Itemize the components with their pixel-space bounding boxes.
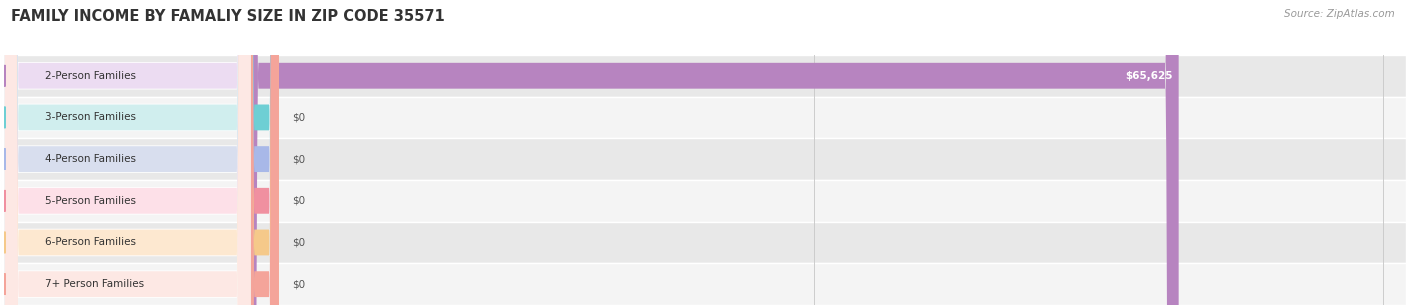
FancyBboxPatch shape	[4, 0, 250, 305]
FancyBboxPatch shape	[1, 0, 250, 305]
Text: $65,625: $65,625	[1125, 71, 1173, 81]
FancyBboxPatch shape	[4, 0, 250, 305]
FancyBboxPatch shape	[1, 0, 250, 305]
FancyBboxPatch shape	[1, 0, 250, 305]
Text: 4-Person Families: 4-Person Families	[45, 154, 136, 164]
FancyBboxPatch shape	[245, 0, 278, 305]
FancyBboxPatch shape	[0, 138, 1406, 180]
FancyBboxPatch shape	[0, 55, 1406, 97]
FancyBboxPatch shape	[245, 0, 1178, 305]
FancyBboxPatch shape	[4, 0, 250, 305]
FancyBboxPatch shape	[4, 0, 250, 305]
Text: $0: $0	[292, 113, 305, 122]
Text: 6-Person Families: 6-Person Families	[45, 238, 136, 247]
FancyBboxPatch shape	[1, 0, 250, 305]
FancyBboxPatch shape	[1, 0, 250, 305]
Text: Source: ZipAtlas.com: Source: ZipAtlas.com	[1284, 9, 1395, 19]
Text: 2-Person Families: 2-Person Families	[45, 71, 136, 81]
FancyBboxPatch shape	[0, 263, 1406, 305]
FancyBboxPatch shape	[245, 0, 278, 305]
FancyBboxPatch shape	[245, 0, 278, 305]
FancyBboxPatch shape	[4, 0, 250, 305]
FancyBboxPatch shape	[4, 0, 250, 305]
FancyBboxPatch shape	[0, 180, 1406, 222]
Text: $0: $0	[292, 279, 305, 289]
FancyBboxPatch shape	[245, 0, 278, 305]
FancyBboxPatch shape	[0, 97, 1406, 138]
FancyBboxPatch shape	[245, 0, 278, 305]
Text: $0: $0	[292, 196, 305, 206]
Text: FAMILY INCOME BY FAMALIY SIZE IN ZIP CODE 35571: FAMILY INCOME BY FAMALIY SIZE IN ZIP COD…	[11, 9, 444, 24]
Text: 7+ Person Families: 7+ Person Families	[45, 279, 143, 289]
Text: $0: $0	[292, 238, 305, 247]
Text: 3-Person Families: 3-Person Families	[45, 113, 136, 122]
Text: $0: $0	[292, 154, 305, 164]
FancyBboxPatch shape	[1, 0, 250, 305]
Text: 5-Person Families: 5-Person Families	[45, 196, 136, 206]
FancyBboxPatch shape	[0, 222, 1406, 263]
